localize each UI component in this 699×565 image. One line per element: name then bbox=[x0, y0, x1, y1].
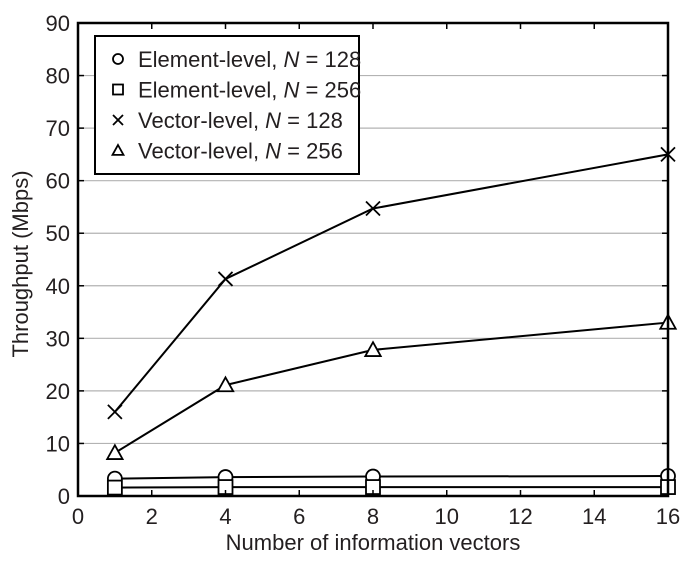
series-line bbox=[114, 475, 669, 480]
triangle-marker-icon bbox=[216, 375, 235, 393]
x-tick-label: 14 bbox=[582, 504, 606, 529]
y-tick-label: 10 bbox=[46, 431, 70, 456]
legend-label: Vector-level, N = 256 bbox=[138, 139, 343, 164]
x-tick-label: 4 bbox=[219, 504, 231, 529]
y-tick-label: 90 bbox=[46, 11, 70, 36]
legend-box bbox=[94, 35, 360, 175]
series-triangle bbox=[105, 313, 678, 460]
legend-label: Vector-level, N = 128 bbox=[138, 108, 343, 133]
series-line bbox=[114, 321, 669, 454]
x-axis-label: Number of information vectors bbox=[226, 530, 521, 555]
x-tick-label: 8 bbox=[367, 504, 379, 529]
square-marker-icon bbox=[106, 479, 123, 496]
x-tick-label: 16 bbox=[656, 504, 680, 529]
square-marker-icon bbox=[112, 83, 124, 96]
y-tick-label: 80 bbox=[46, 64, 70, 89]
y-tick-label: 30 bbox=[46, 326, 70, 351]
legend-item: Vector-level, N = 256 bbox=[110, 139, 343, 164]
series-square bbox=[106, 479, 676, 496]
series-layer bbox=[105, 146, 678, 496]
legend: Element-level, N = 128 Element-level, N =… bbox=[94, 35, 361, 175]
x-tick-label: 12 bbox=[508, 504, 532, 529]
legend-label: Element-level, N = 256 bbox=[138, 78, 361, 103]
legend-item: Element-level, N = 256 bbox=[112, 78, 361, 103]
series-x bbox=[107, 146, 676, 420]
triangle-marker-icon bbox=[363, 340, 383, 357]
x-marker-icon bbox=[365, 200, 381, 217]
triangle-marker-icon bbox=[110, 143, 126, 156]
x-marker-icon bbox=[112, 114, 124, 126]
legend-label: Element-level, N = 128 bbox=[138, 47, 361, 72]
axis-ticks bbox=[77, 22, 669, 497]
y-tick-label: 70 bbox=[46, 116, 70, 141]
x-marker-icon bbox=[107, 404, 123, 420]
x-tick-label: 10 bbox=[435, 504, 459, 529]
legend-item: Element-level, N = 128 bbox=[112, 47, 361, 72]
circle-marker-icon bbox=[112, 53, 124, 65]
y-tick-labels: 0 10 20 30 40 50 60 70 80 90 bbox=[46, 11, 70, 509]
y-axis-label: Throughput (Mbps) bbox=[8, 170, 33, 357]
series-line bbox=[114, 486, 668, 489]
y-tick-label: 20 bbox=[46, 379, 70, 404]
x-marker-icon bbox=[217, 271, 234, 287]
x-tick-labels: 0 2 4 6 8 10 12 14 16 bbox=[72, 504, 680, 529]
y-tick-label: 40 bbox=[46, 274, 70, 299]
x-tick-label: 2 bbox=[146, 504, 158, 529]
triangle-marker-icon bbox=[105, 443, 125, 460]
x-tick-label: 6 bbox=[293, 504, 305, 529]
x-tick-label: 0 bbox=[72, 504, 84, 529]
series-circle bbox=[106, 468, 676, 487]
legend-item: Vector-level, N = 128 bbox=[112, 108, 343, 133]
series-line bbox=[114, 153, 669, 413]
y-tick-label: 50 bbox=[46, 221, 70, 246]
y-tick-label: 60 bbox=[46, 169, 70, 194]
y-tick-label: 0 bbox=[58, 484, 70, 509]
